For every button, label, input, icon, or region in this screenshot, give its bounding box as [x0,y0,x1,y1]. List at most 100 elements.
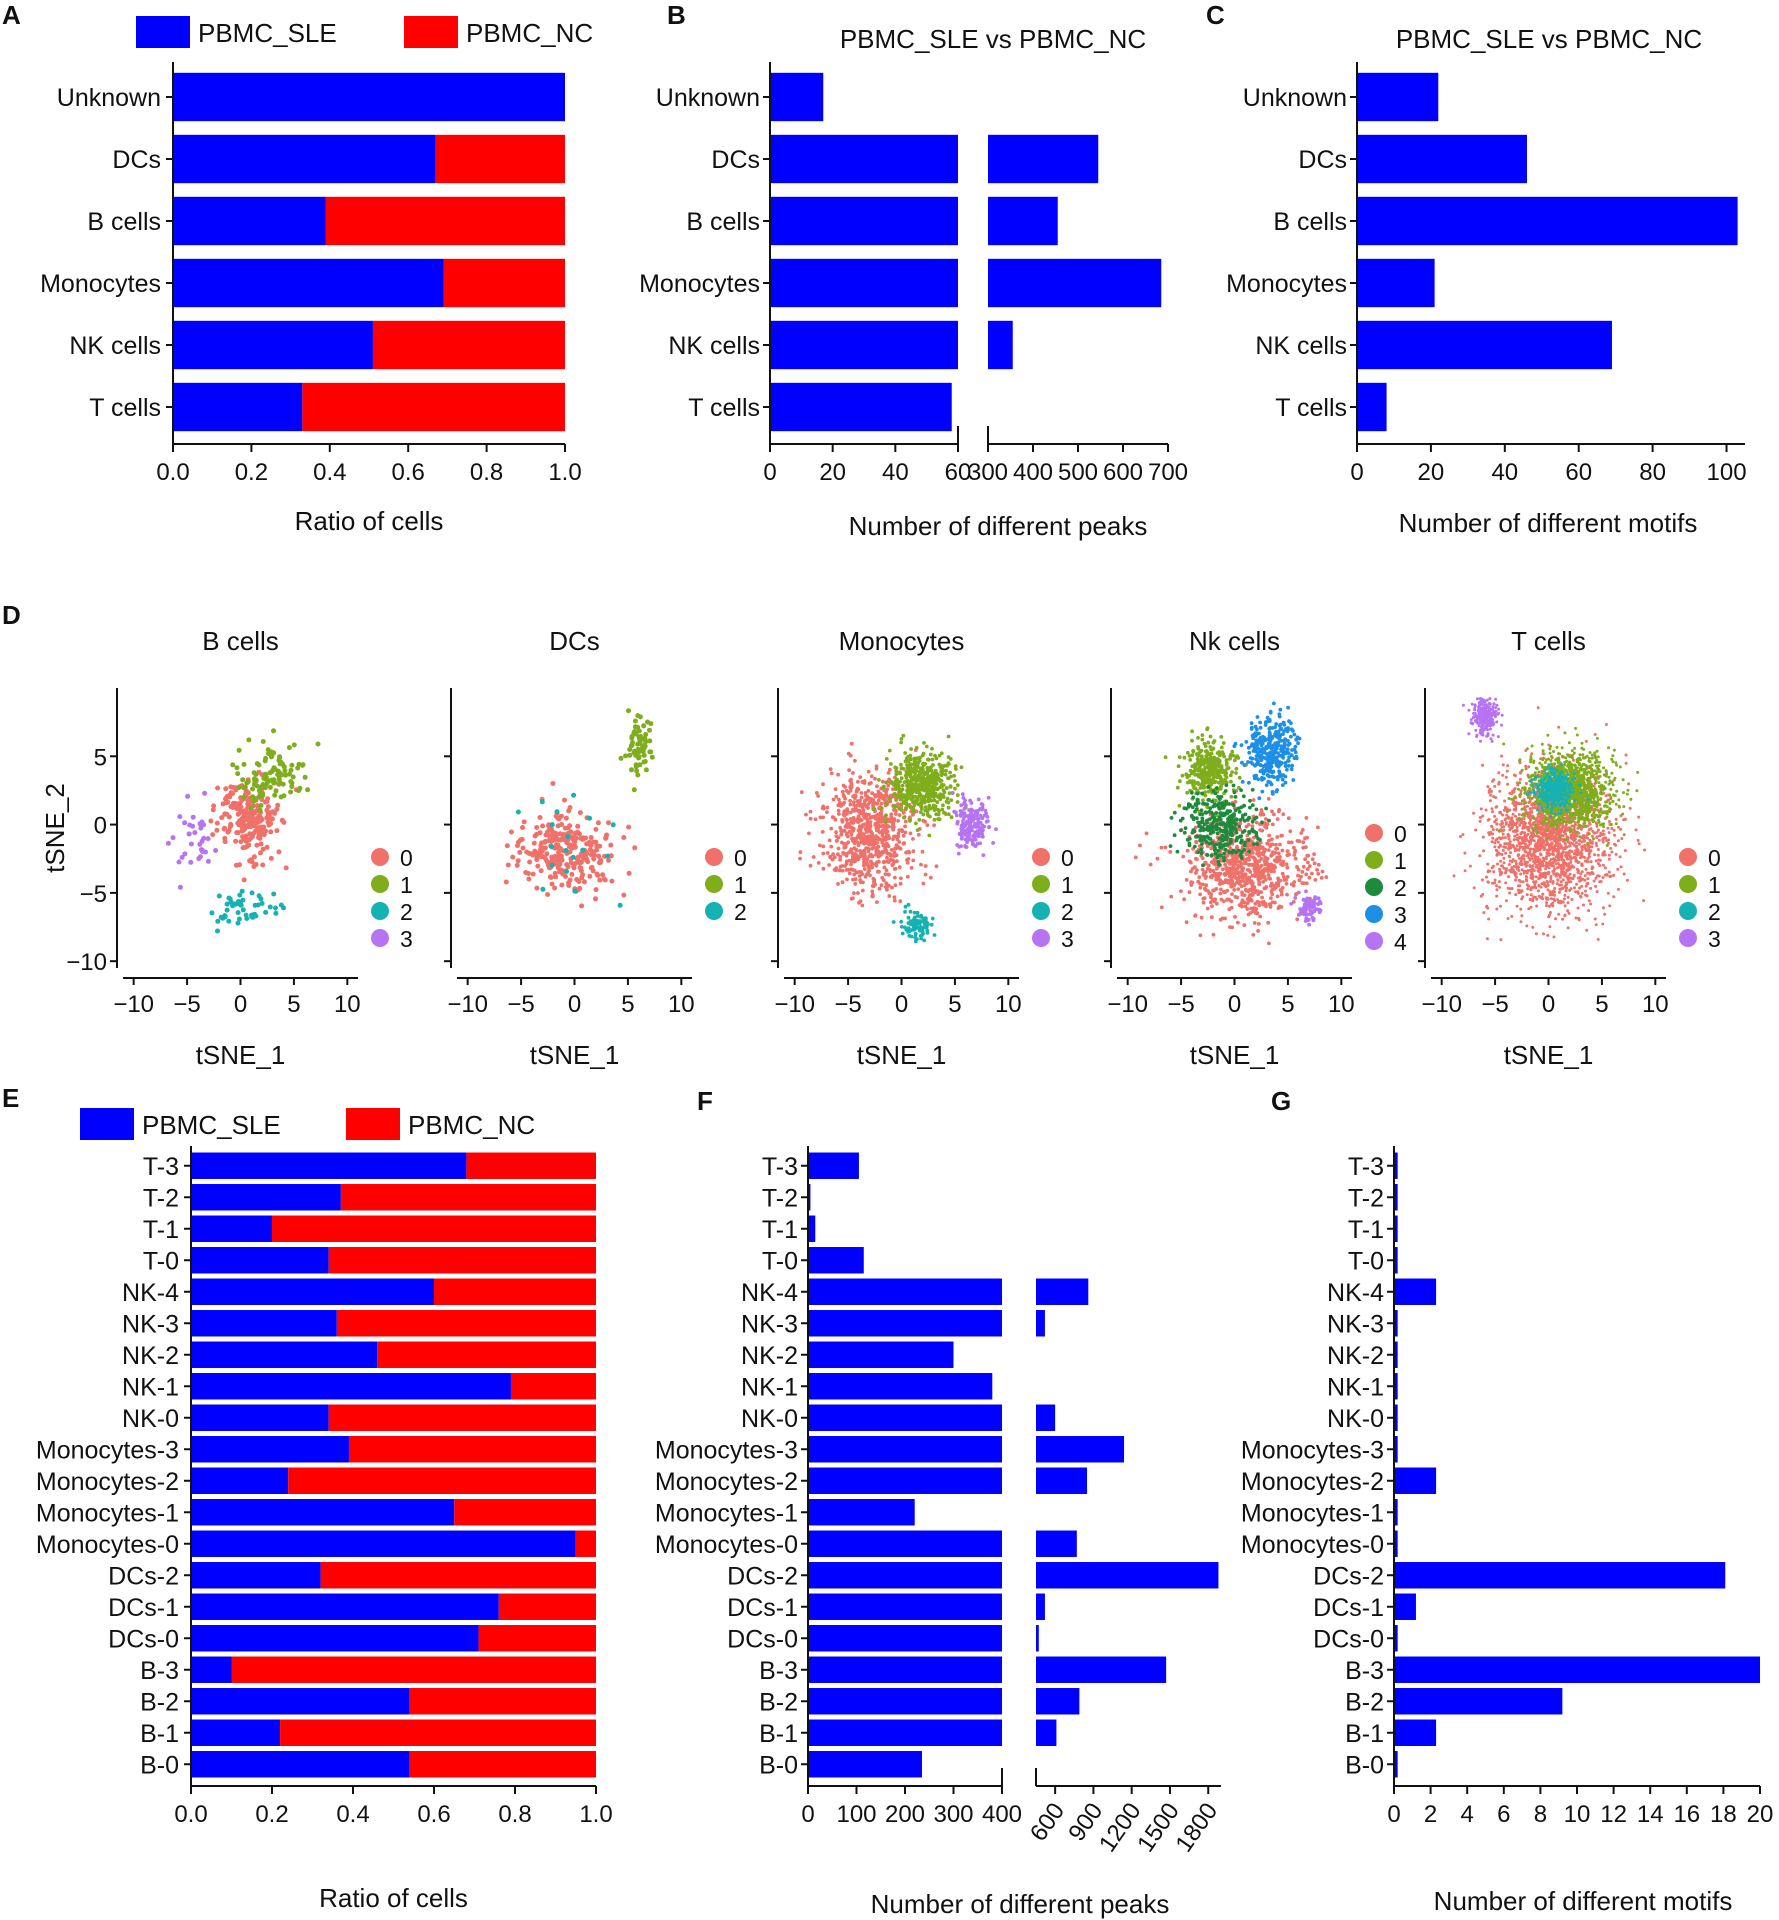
cell-point [1259,890,1263,895]
cell-point [1211,932,1216,937]
cell-point [906,771,911,776]
cell-point [879,838,884,842]
cell-point [973,833,978,838]
cell-point [176,859,182,865]
cell-point [892,792,896,797]
cell-point [1601,863,1605,867]
cell-point [1215,768,1219,773]
cell-point [944,768,948,773]
cell-point [986,795,991,800]
cell-point [1250,762,1255,766]
cell-point [866,802,870,807]
cell-point [256,788,262,793]
cell-point [534,825,540,830]
cell-point [520,825,525,830]
cell-point [1198,828,1203,833]
cell-point [1264,767,1269,772]
cell-point [1238,859,1242,864]
cell-point [1289,840,1294,845]
cell-point [1287,755,1291,760]
cell-point [1619,827,1623,831]
cell-point [903,830,908,835]
cell-point [878,853,883,857]
cell-point [1594,841,1598,845]
cell-point [866,769,871,774]
cell-point [1497,771,1501,775]
cell-point [1554,862,1558,866]
cell-point [286,745,292,751]
cell-point [856,833,861,838]
legend-marker [1032,902,1050,920]
cell-point [912,927,917,932]
category-label: Monocytes [40,270,161,298]
cell-point [1268,760,1272,765]
cell-point [858,899,863,904]
cell-point [1194,840,1199,845]
cell-point [876,849,881,854]
cell-point [1236,863,1240,868]
cell-point [861,880,865,885]
cell-point [1254,834,1259,838]
cell-point [914,786,919,790]
cell-point [185,793,191,799]
cell-point [967,818,971,823]
cell-point [1502,808,1506,812]
cell-point [577,865,583,871]
cell-point [935,800,940,805]
cell-point [855,803,860,807]
cell-point [873,862,878,867]
cell-point [863,815,867,820]
cell-point [1267,818,1271,823]
legend-marker [705,902,723,920]
cell-point [1260,828,1265,833]
cell-point [1169,894,1174,899]
cell-point [927,803,932,808]
cell-point [1637,842,1641,846]
cell-point [633,762,639,768]
cell-point [1268,763,1273,768]
cell-point [1177,803,1182,808]
cell-point [884,813,888,818]
legend-label: 2 [734,899,747,925]
cell-point [926,784,931,788]
cell-point [1497,880,1501,884]
cell-point [845,831,849,836]
cell-point [922,772,927,777]
x-tick-label: 60 [1565,459,1592,486]
cell-point [1280,833,1284,838]
cell-point [1285,767,1289,772]
cell-point [595,820,601,826]
cell-point [1178,779,1182,784]
cell-point [864,812,868,816]
cell-point [933,791,938,796]
cluster-points [1168,783,1271,868]
cell-point [948,785,953,789]
cell-point [265,819,271,825]
cell-point [1204,840,1209,844]
cell-point [851,838,855,843]
cell-point [1163,755,1168,760]
cell-point [827,838,832,843]
cell-point [939,751,944,756]
cell-point [851,877,855,882]
cell-point [896,831,901,836]
cell-point [873,882,878,887]
cell-point [245,790,251,796]
cell-point [966,838,970,842]
cell-point [648,749,654,755]
cell-point [886,771,891,775]
cell-point [1236,920,1240,925]
cell-point [1215,757,1220,761]
bar [1357,134,1527,184]
cell-point [1263,723,1268,727]
legend-label: 0 [400,845,413,871]
cell-point [1317,910,1322,915]
cell-point [953,786,957,791]
cell-point [276,849,282,855]
cell-point [1226,822,1230,827]
cell-point [1282,743,1287,748]
cell-point [897,813,902,817]
cell-point [1200,733,1205,737]
cell-point [1223,837,1228,842]
